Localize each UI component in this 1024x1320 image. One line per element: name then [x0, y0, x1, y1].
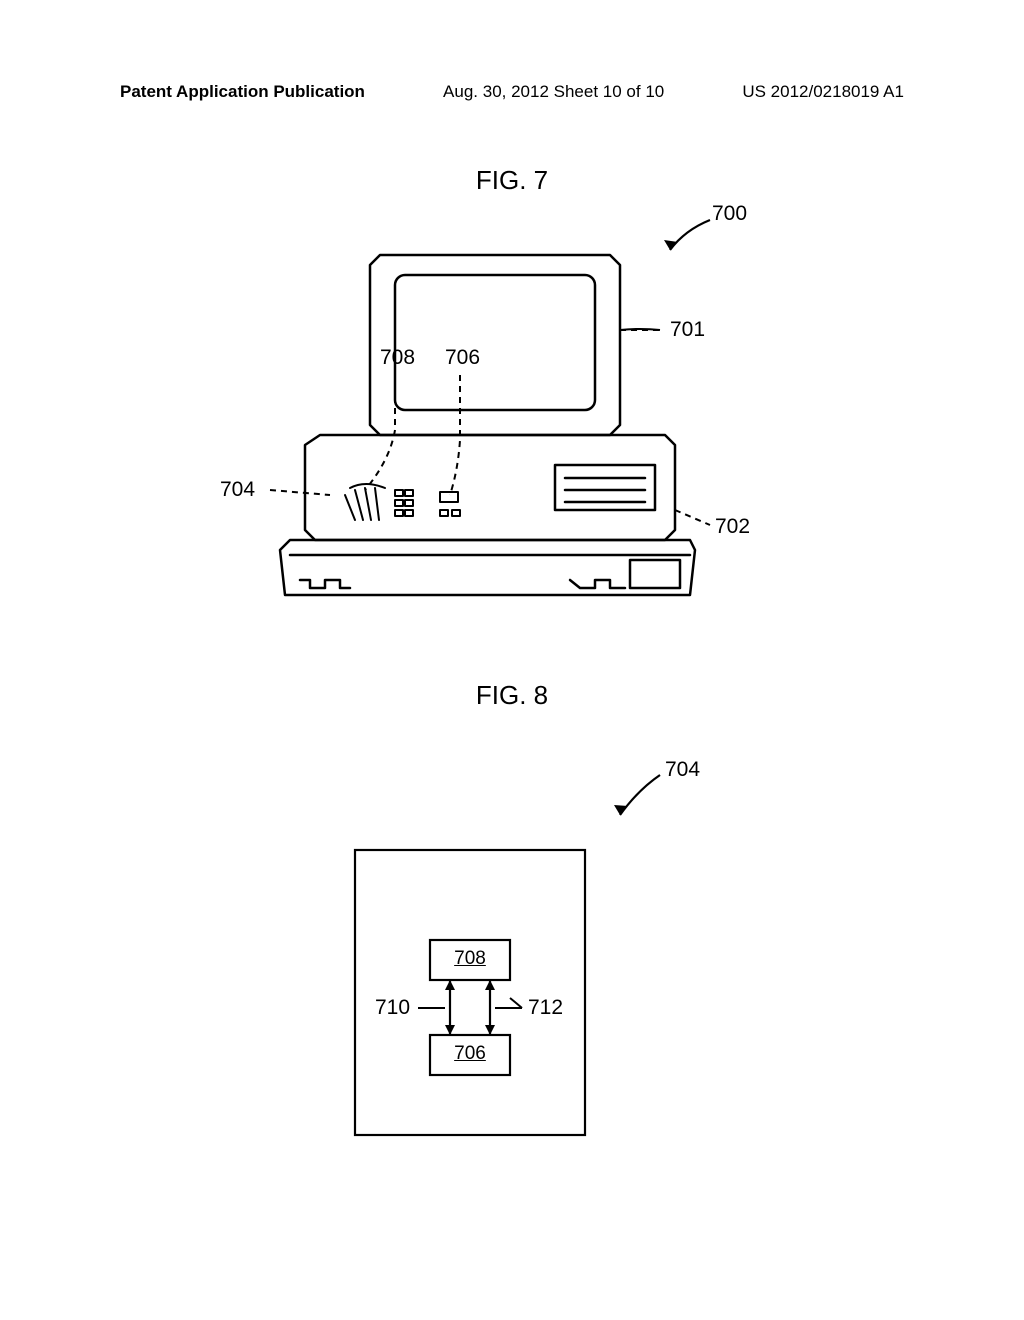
box-706-label: 706	[453, 1043, 487, 1065]
ref-701: 701	[670, 318, 705, 342]
ref-712: 712	[528, 996, 563, 1020]
ref-702: 702	[715, 515, 750, 539]
fig8-svg	[260, 750, 760, 1180]
header-date-sheet: Aug. 30, 2012 Sheet 10 of 10	[443, 82, 664, 102]
ref-704-fig8: 704	[665, 758, 700, 782]
ref-708: 708	[380, 346, 415, 370]
page-header: Patent Application Publication Aug. 30, …	[0, 82, 1024, 102]
ref-700: 700	[712, 202, 747, 226]
fig8-diagram: 708 706 704 710 712	[260, 750, 760, 1180]
ref-710: 710	[375, 996, 410, 1020]
fig7-diagram: 700 701 708 706 704 702	[200, 200, 820, 620]
box-708-label: 708	[453, 948, 487, 970]
fig7-title: FIG. 7	[476, 165, 548, 196]
header-patent-number: US 2012/0218019 A1	[742, 82, 904, 102]
fig7-svg	[200, 200, 820, 620]
fig8-title: FIG. 8	[476, 680, 548, 711]
ref-704: 704	[220, 478, 255, 502]
ref-706: 706	[445, 346, 480, 370]
header-publication: Patent Application Publication	[120, 82, 365, 102]
